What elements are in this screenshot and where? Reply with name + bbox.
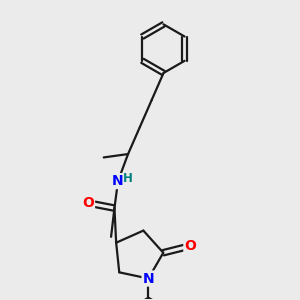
Text: O: O xyxy=(82,196,94,210)
Text: N: N xyxy=(142,272,154,286)
Text: H: H xyxy=(122,172,132,185)
Text: O: O xyxy=(184,239,196,253)
Text: N: N xyxy=(112,174,124,188)
